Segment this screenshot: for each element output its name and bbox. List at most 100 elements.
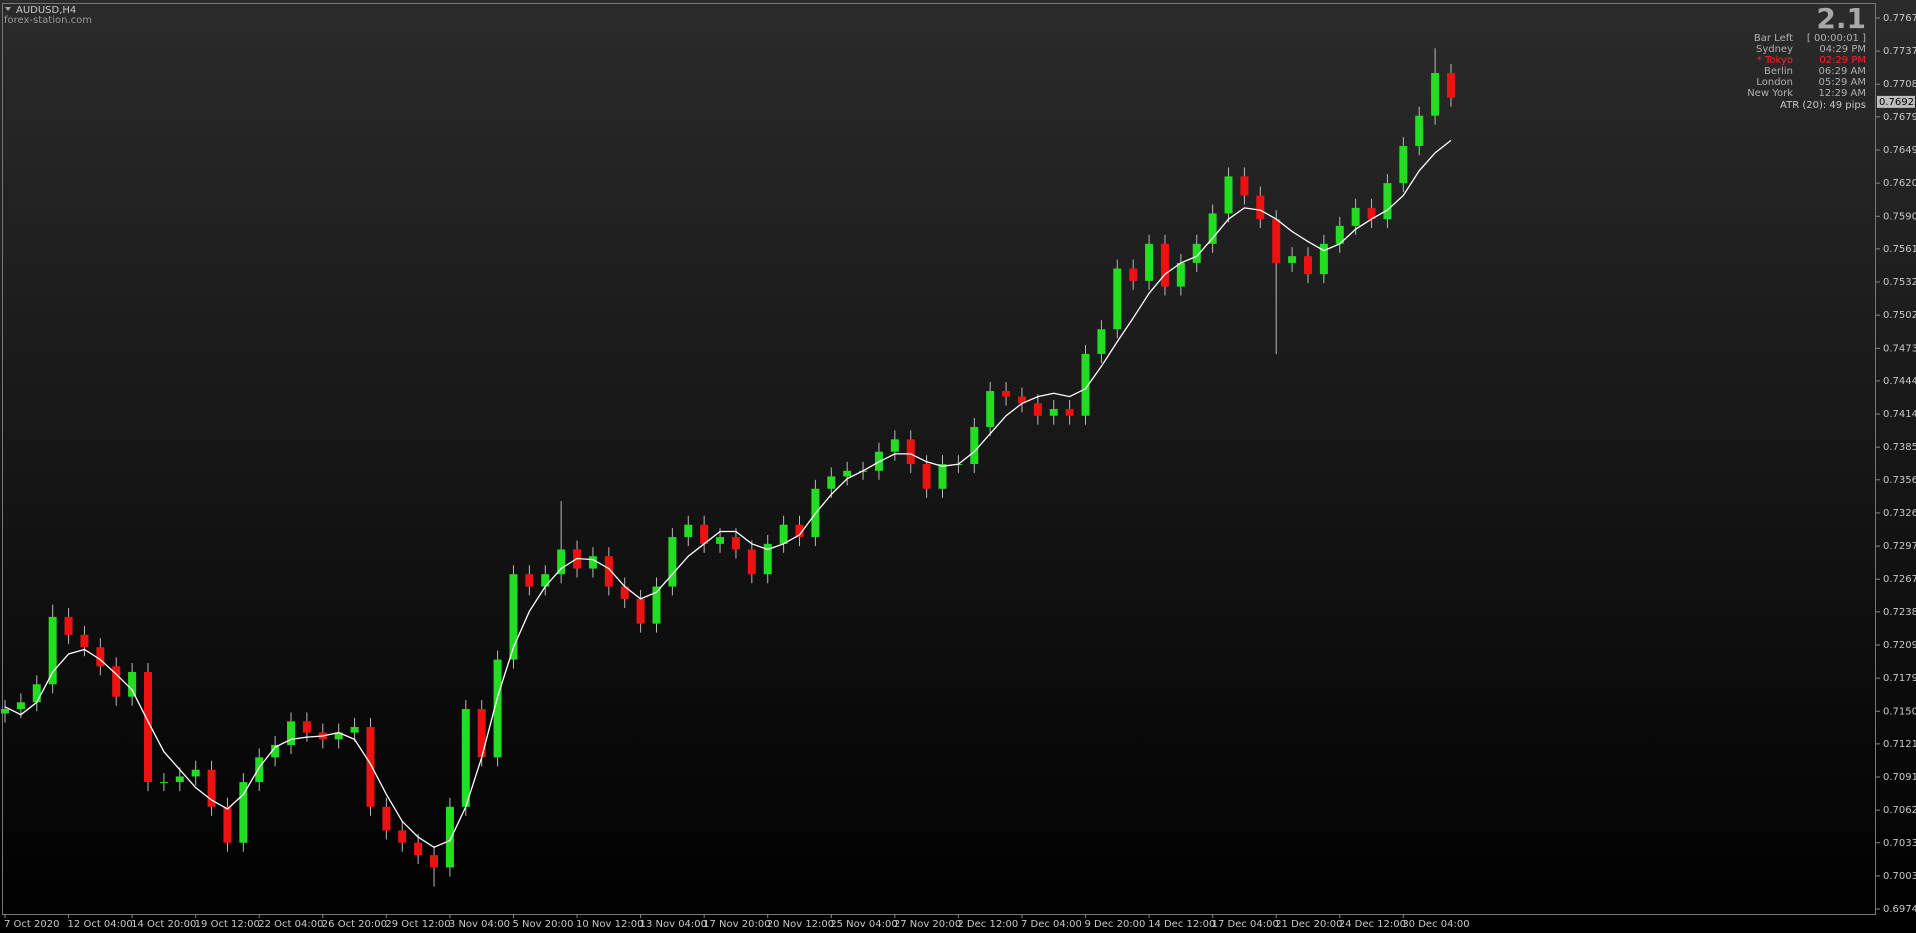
candle-body (1017, 396, 1026, 404)
candle-body (477, 709, 486, 758)
candle-body (32, 684, 41, 703)
candle-body (287, 721, 296, 745)
candle-body (64, 616, 73, 635)
x-tick-label: 13 Nov 04:00 (640, 919, 707, 930)
candle-body (493, 659, 502, 758)
candle-body (1367, 207, 1376, 220)
x-tick-label: 30 Dec 04:00 (1402, 919, 1469, 930)
candle-body (588, 556, 597, 569)
candle-body (1, 709, 9, 714)
info-label: Sydney (1756, 44, 1793, 55)
moving-average (4, 139, 1452, 849)
candle-body (223, 806, 232, 843)
x-tick-label: 20 Nov 12:00 (767, 919, 834, 930)
x-tick-label: 19 Oct 12:00 (195, 919, 260, 930)
candle-body (747, 549, 756, 575)
candle-body (1145, 243, 1154, 281)
candle-body (541, 574, 550, 587)
x-tick-label: 21 Dec 20:00 (1275, 919, 1342, 930)
candle-body (1446, 73, 1455, 98)
x-tick-label: 27 Nov 20:00 (894, 919, 961, 930)
info-value: 12:29 AM (1819, 88, 1866, 99)
candle-body (668, 537, 677, 587)
candle-body (620, 586, 629, 599)
candle-body (1129, 268, 1138, 281)
info-value: [ 00:00:01 ] (1807, 33, 1866, 44)
x-tick-label: 25 Nov 04:00 (830, 919, 897, 930)
candle-body (1399, 146, 1408, 184)
candle-body (1208, 213, 1217, 244)
x-tick-label: 7 Dec 04:00 (1021, 919, 1082, 930)
candle-body (461, 709, 470, 807)
x-tick-label: 12 Oct 04:00 (68, 919, 133, 930)
candle-body (1160, 243, 1169, 287)
candle-body (1081, 353, 1090, 416)
candle-body (80, 634, 89, 648)
y-tick-label: 0.76495 (1883, 145, 1916, 156)
candle-body (366, 727, 375, 807)
candle-body (382, 806, 391, 831)
candle-body (1288, 256, 1297, 263)
y-tick-label: 0.75615 (1883, 244, 1916, 255)
candle-body (1097, 329, 1106, 354)
y-tick-label: 0.70915 (1883, 772, 1916, 783)
x-tick-label: 22 Oct 04:00 (258, 919, 323, 930)
candle-body (1002, 391, 1011, 397)
candle-body (112, 666, 121, 697)
candle-body (509, 574, 518, 660)
candle-body (827, 476, 836, 489)
x-tick-label: 2 Dec 12:00 (957, 919, 1018, 930)
candle-body (906, 439, 915, 465)
candle-body (48, 616, 57, 685)
x-tick-label: 26 Oct 20:00 (322, 919, 387, 930)
candle-body (795, 524, 804, 538)
x-tick-label: 29 Oct 12:00 (385, 919, 450, 930)
candle-body (302, 721, 311, 733)
candle-body (1319, 243, 1328, 275)
candle-body (1335, 225, 1344, 244)
info-label: London (1756, 77, 1793, 88)
y-tick-label: 0.77375 (1883, 46, 1916, 57)
candle-body (159, 782, 168, 784)
candle-body (96, 647, 105, 667)
info-label: * Tokyo (1757, 55, 1793, 66)
candle-body (1415, 115, 1424, 147)
y-tick-label: 0.74145 (1883, 409, 1916, 420)
version: 2.1 (1816, 2, 1866, 35)
candle-body (890, 439, 899, 452)
x-tick-label: 24 Dec 12:00 (1339, 919, 1406, 930)
info-value: 04:29 PM (1819, 44, 1866, 55)
x-tick-label: 14 Oct 20:00 (131, 919, 196, 930)
candle-body (716, 537, 725, 544)
chart-subtitle: forex-station.com (4, 15, 92, 26)
info-value: 06:29 AM (1819, 66, 1866, 77)
y-tick-label: 0.75905 (1883, 211, 1916, 222)
candle-body (525, 574, 534, 587)
candle-body (175, 776, 184, 783)
candle-body (843, 470, 852, 477)
candle-body (938, 464, 947, 489)
candle-body (255, 757, 264, 783)
x-tick-label: 3 Nov 04:00 (449, 919, 510, 930)
info-label: Bar Left (1754, 33, 1793, 44)
candle-body (445, 806, 454, 868)
candle-body (557, 549, 566, 575)
atr: ATR (20): 49 pips (1780, 100, 1866, 111)
y-tick-label: 0.70035 (1883, 871, 1916, 882)
y-tick-label: 0.73265 (1883, 508, 1916, 519)
info-value: 02:29 PM (1819, 55, 1866, 66)
candle-body (1256, 195, 1265, 220)
